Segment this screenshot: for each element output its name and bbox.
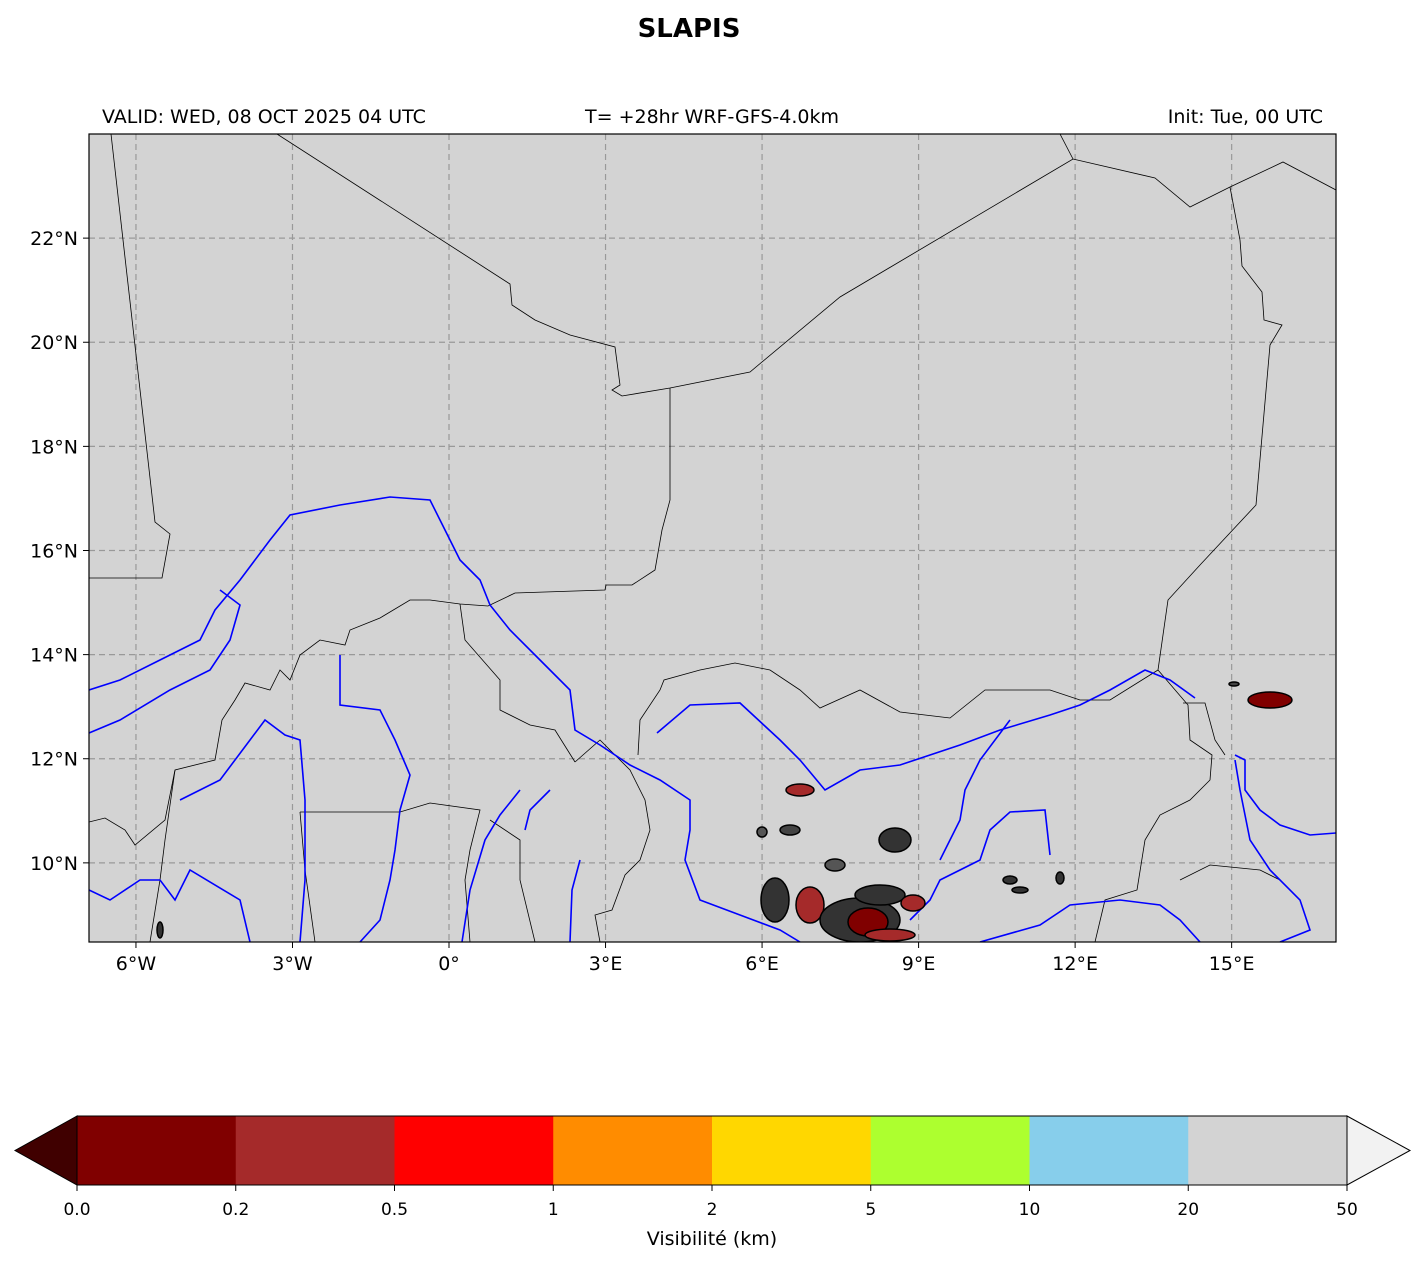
- x-tick-label: 6°W: [116, 953, 157, 975]
- colorbar-segment: [77, 1116, 237, 1185]
- y-tick-label: 10°N: [30, 853, 78, 875]
- run-info: T= +28hr WRF-GFS-4.0km: [584, 106, 839, 128]
- colorbar-segment: [553, 1116, 713, 1185]
- y-tick-label: 12°N: [30, 749, 78, 771]
- colorbar-extend-under: [13, 1115, 78, 1186]
- colorbar-tick-label: 0.0: [63, 1200, 90, 1220]
- colorbar-tick-label: 2: [707, 1200, 718, 1220]
- colorbar-tick-label: 0.5: [381, 1200, 408, 1220]
- y-tick-label: 22°N: [30, 228, 78, 250]
- x-tick-label: 3°W: [272, 953, 313, 975]
- x-tick-label: 12°E: [1052, 953, 1098, 975]
- colorbar: 0.0 0.2 0.5 1 2 5 10 20 50: [13, 1115, 1412, 1220]
- colorbar-segment: [870, 1116, 1030, 1185]
- colorbar-label: Visibilité (km): [647, 1228, 777, 1250]
- valid-time: VALID: WED, 08 OCT 2025 04 UTC: [102, 106, 426, 128]
- map-frame: [88, 133, 1337, 943]
- colorbar-tick-label: 0.2: [222, 1200, 249, 1220]
- rivers: [89, 496, 1336, 942]
- colorbar-tick-label: 1: [548, 1200, 559, 1220]
- x-tick-label: 3°E: [589, 953, 623, 975]
- visibility-contours: [156, 681, 1293, 942]
- y-tick-label: 20°N: [30, 332, 78, 354]
- colorbar-segment: [1188, 1116, 1348, 1185]
- map-features: [89, 134, 1336, 942]
- init-time: Init: Tue, 00 UTC: [1168, 106, 1323, 128]
- colorbar-segment: [1029, 1116, 1189, 1185]
- x-tick-label: 9°E: [902, 953, 936, 975]
- colorbar-segment: [712, 1116, 872, 1185]
- colorbar-tick-label: 50: [1336, 1200, 1358, 1220]
- x-tick-label: 0°: [438, 953, 460, 975]
- colorbar-segment: [235, 1116, 395, 1185]
- colorbar-tick-label: 20: [1177, 1200, 1199, 1220]
- colorbar-tick-label: 10: [1019, 1200, 1041, 1220]
- y-tick-label: 16°N: [30, 540, 78, 562]
- x-tick-label: 15°E: [1209, 953, 1255, 975]
- y-tick-label: 14°N: [30, 645, 78, 667]
- colorbar-tick-label: 5: [865, 1200, 876, 1220]
- x-tick-label: 6°E: [745, 953, 779, 975]
- colorbar-segment: [394, 1116, 554, 1185]
- y-tick-label: 18°N: [30, 436, 78, 458]
- map-background: [89, 134, 1336, 942]
- title: SLAPIS: [638, 14, 741, 44]
- graticule: [89, 134, 1336, 942]
- colorbar-extend-over: [1346, 1115, 1412, 1186]
